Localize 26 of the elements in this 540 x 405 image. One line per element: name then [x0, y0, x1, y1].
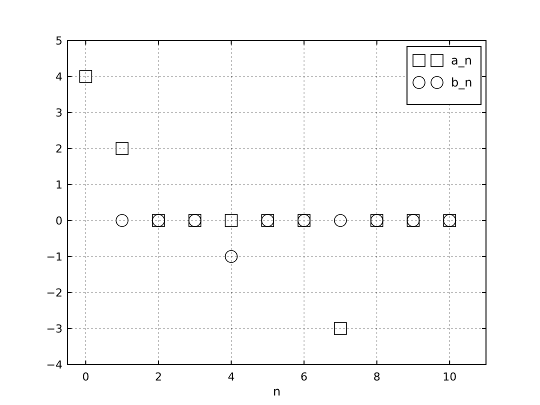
point: [334, 214, 347, 227]
point: [334, 322, 347, 335]
y-tick-label: 1: [56, 178, 62, 192]
y-tick-label: 5: [56, 34, 62, 48]
point: [79, 70, 92, 83]
x-tick-label: 4: [228, 370, 235, 384]
y-tick-label: −4: [46, 358, 62, 372]
x-tick-label: 0: [82, 370, 90, 384]
y-tick-label: −1: [46, 250, 62, 264]
legend-label: b_n: [451, 76, 472, 90]
y-tick-label: 4: [56, 70, 62, 84]
x-tick-label: 8: [373, 370, 380, 384]
x-tick-label: 10: [442, 370, 457, 384]
y-tick-label: −3: [46, 322, 62, 336]
point: [224, 250, 238, 263]
y-tick-label: 0: [56, 214, 62, 228]
y-tick-label: 3: [56, 106, 62, 120]
y-tick-label: −2: [46, 286, 62, 300]
legend-label: a_n: [451, 54, 472, 68]
point: [116, 142, 128, 155]
point: [116, 214, 128, 227]
point: [224, 214, 238, 227]
x-tick-label: 2: [154, 370, 162, 384]
x-axis-title: n: [272, 384, 281, 398]
x-tick-label: 6: [300, 370, 308, 384]
y-tick-label: 2: [56, 142, 62, 156]
